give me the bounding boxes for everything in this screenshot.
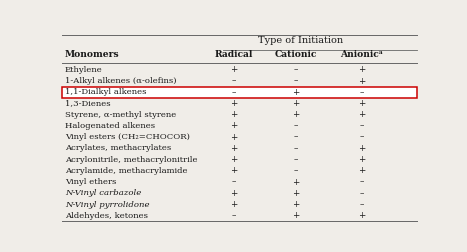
Text: Monomers: Monomers: [65, 50, 120, 59]
Text: +: +: [358, 99, 365, 108]
Text: Cationic: Cationic: [274, 50, 317, 59]
Text: +: +: [230, 65, 238, 74]
Text: 1,3-Dienes: 1,3-Dienes: [65, 100, 111, 108]
Text: +: +: [230, 166, 238, 175]
Text: +: +: [230, 200, 238, 209]
Text: –: –: [293, 166, 297, 175]
Text: +: +: [358, 77, 365, 85]
Text: –: –: [293, 77, 297, 85]
Text: +: +: [292, 211, 299, 220]
Text: –: –: [360, 200, 364, 209]
Text: –: –: [360, 121, 364, 131]
Text: Vinyl esters (CH₂=CHOCOR): Vinyl esters (CH₂=CHOCOR): [65, 133, 190, 141]
Text: Acrylates, methacrylates: Acrylates, methacrylates: [65, 144, 171, 152]
Text: –: –: [232, 178, 236, 186]
Text: Type of Initiation: Type of Initiation: [258, 36, 343, 45]
Text: +: +: [358, 166, 365, 175]
Text: +: +: [358, 155, 365, 164]
Text: +: +: [358, 110, 365, 119]
Text: +: +: [230, 144, 238, 153]
Text: –: –: [360, 88, 364, 97]
Text: +: +: [358, 211, 365, 220]
Text: +: +: [230, 121, 238, 131]
Text: Anionicᵃ: Anionicᵃ: [340, 50, 383, 59]
Text: +: +: [358, 65, 365, 74]
Text: +: +: [292, 200, 299, 209]
Text: Aldehydes, ketones: Aldehydes, ketones: [65, 212, 148, 220]
Text: 1-Alkyl alkenes (α-olefins): 1-Alkyl alkenes (α-olefins): [65, 77, 177, 85]
Text: +: +: [292, 189, 299, 198]
Text: +: +: [230, 99, 238, 108]
Text: –: –: [293, 133, 297, 142]
Text: Acrylonitrile, methacrylonitrile: Acrylonitrile, methacrylonitrile: [65, 156, 198, 164]
Text: –: –: [360, 133, 364, 142]
Text: +: +: [292, 88, 299, 97]
Text: 1,1-Dialkyl alkenes: 1,1-Dialkyl alkenes: [65, 88, 146, 96]
Text: +: +: [292, 99, 299, 108]
Text: +: +: [358, 144, 365, 153]
Bar: [62, 87, 417, 98]
Text: +: +: [230, 155, 238, 164]
Text: –: –: [293, 121, 297, 131]
Text: –: –: [293, 65, 297, 74]
Text: –: –: [360, 189, 364, 198]
Text: Radical: Radical: [215, 50, 253, 59]
Text: –: –: [360, 178, 364, 186]
Text: N-Vinyl carbazole: N-Vinyl carbazole: [65, 189, 141, 197]
Text: –: –: [232, 88, 236, 97]
Text: Acrylamide, methacrylamide: Acrylamide, methacrylamide: [65, 167, 187, 175]
Text: +: +: [230, 133, 238, 142]
Text: +: +: [292, 178, 299, 186]
Text: +: +: [230, 189, 238, 198]
Text: Styrene, α-methyl styrene: Styrene, α-methyl styrene: [65, 111, 176, 119]
Text: –: –: [232, 77, 236, 85]
Text: Ethylene: Ethylene: [65, 66, 103, 74]
Text: –: –: [232, 211, 236, 220]
Text: +: +: [292, 110, 299, 119]
Text: Halogenated alkenes: Halogenated alkenes: [65, 122, 155, 130]
Text: N-Vinyl pyrrolidone: N-Vinyl pyrrolidone: [65, 201, 149, 208]
Text: –: –: [293, 155, 297, 164]
Text: Vinyl ethers: Vinyl ethers: [65, 178, 116, 186]
Text: +: +: [230, 110, 238, 119]
Text: –: –: [293, 144, 297, 153]
